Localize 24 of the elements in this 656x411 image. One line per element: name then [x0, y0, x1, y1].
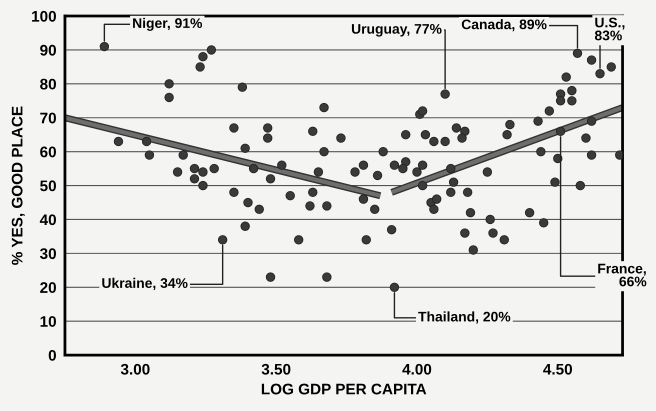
y-axis-title: % YES, GOOD PLACE [12, 106, 25, 265]
y-tick-label: 40 [40, 214, 56, 226]
y-tick-label: 30 [40, 248, 56, 260]
y-tick-label: 70 [40, 112, 56, 124]
x-tick-label: 3.50 [262, 364, 290, 375]
y-tick-label: 80 [40, 78, 56, 90]
annotation: Uruguay, 77% [352, 24, 442, 37]
y-tick-label: 60 [40, 146, 56, 158]
annotation: Canada, 89% [462, 19, 547, 32]
y-tick-label: 10 [40, 316, 56, 327]
y-tick-label: 0 [48, 350, 56, 361]
annotation: Niger, 91% [133, 18, 202, 31]
annotation: France, 66% [598, 264, 646, 286]
x-tick-label: 4.50 [543, 364, 572, 375]
y-tick-label: 100 [32, 10, 56, 22]
x-tick-label: 3.00 [120, 364, 150, 375]
annotation: U.S., 83% [594, 18, 624, 40]
annotation: Thailand, 20% [418, 311, 510, 324]
annotation: Ukraine, 34% [102, 278, 188, 290]
y-tick-label: 90 [40, 44, 56, 56]
y-tick-label: 20 [40, 282, 56, 293]
x-tick-label: 4.00 [402, 364, 432, 375]
y-tick-label: 50 [40, 180, 56, 192]
x-axis-title: LOG GDP PER CAPITA [262, 384, 426, 394]
